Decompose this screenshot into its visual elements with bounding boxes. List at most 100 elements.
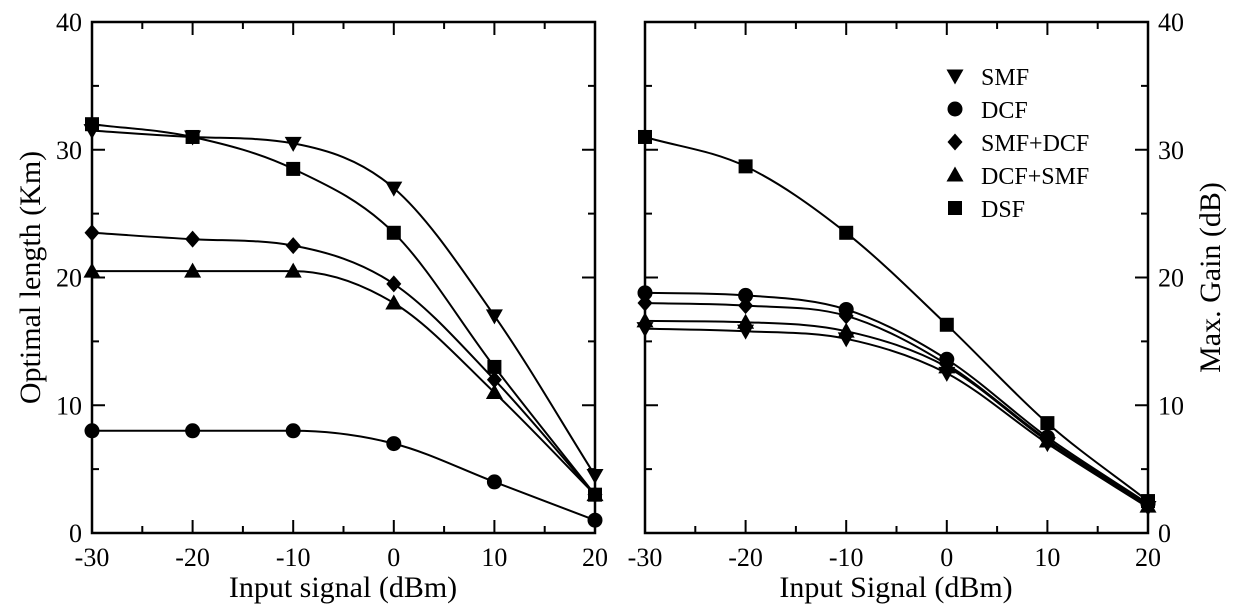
data-point-dsf xyxy=(939,317,954,332)
y-tick-label: 0 xyxy=(1158,519,1171,548)
data-point-smf-dcf xyxy=(285,237,301,255)
series-dsf xyxy=(85,117,602,502)
data-point-dsf xyxy=(588,487,602,502)
legend-marker-dsf xyxy=(948,201,962,215)
y-tick-label: 40 xyxy=(1158,8,1184,37)
data-point-smf xyxy=(284,136,302,152)
y-tick-label: 20 xyxy=(56,264,82,293)
legend-marker-dcf xyxy=(947,101,963,117)
y-tick-label: 30 xyxy=(56,136,82,165)
data-point-smf-dcf xyxy=(738,297,754,315)
data-point-dcf xyxy=(386,436,402,452)
x-tick-label: -30 xyxy=(75,543,110,572)
legend-label-smf: SMF xyxy=(981,65,1029,91)
y-tick-label: 10 xyxy=(1158,391,1184,420)
x-tick-label: 10 xyxy=(1034,543,1060,572)
data-point-smf-dcf xyxy=(486,371,502,389)
data-point-smf xyxy=(485,309,503,325)
legend-marker-smf xyxy=(946,69,964,85)
data-point-smf xyxy=(586,469,604,485)
data-point-dcf-smf xyxy=(938,358,956,374)
data-point-dcf-smf xyxy=(485,383,503,399)
series-smf-dcf xyxy=(637,294,1156,514)
data-point-dcf xyxy=(185,423,201,439)
x-tick-label: -10 xyxy=(276,543,311,572)
data-point-dsf xyxy=(487,359,502,374)
x-tick-label: 20 xyxy=(582,543,608,572)
data-point-smf-dcf xyxy=(838,307,854,325)
series-dsf xyxy=(638,129,1155,509)
series-line-dcf-smf xyxy=(91,270,596,496)
data-point-dcf-smf xyxy=(837,322,855,338)
legend-label-dcf: DCF xyxy=(981,98,1028,124)
series-dcf xyxy=(84,423,603,528)
y-tick-label: 20 xyxy=(1158,264,1184,293)
data-point-dcf-smf xyxy=(1038,432,1056,448)
series-line-smf xyxy=(644,327,1149,509)
data-point-dcf xyxy=(486,474,502,490)
data-point-dsf xyxy=(286,161,301,176)
data-point-smf-dcf xyxy=(84,224,100,242)
x-tick-label: -10 xyxy=(829,543,864,572)
data-point-dcf xyxy=(587,512,603,528)
data-point-dsf xyxy=(638,129,652,144)
data-point-dcf-smf xyxy=(636,312,654,328)
data-point-dsf xyxy=(185,129,200,144)
x-tick-label: 20 xyxy=(1135,543,1161,572)
data-point-smf-dcf xyxy=(386,275,402,293)
y-axis-label: Max. Gain (dB) xyxy=(1194,182,1227,373)
data-point-smf-dcf xyxy=(637,294,653,312)
legend-label-dsf: DSF xyxy=(981,197,1025,223)
x-axis-label: Input signal (dBm) xyxy=(229,571,457,604)
data-point-dcf xyxy=(285,423,301,439)
legend-label-dcf-smf: DCF+SMF xyxy=(981,164,1089,190)
data-point-dsf xyxy=(839,225,854,240)
x-axis-label: Input Signal (dBm) xyxy=(779,571,1012,604)
y-axis-label: Optimal length (Km) xyxy=(14,151,47,404)
legend-marker-smf-dcf xyxy=(947,133,963,151)
y-tick-label: 40 xyxy=(56,8,82,37)
y-tick-label: 0 xyxy=(69,519,82,548)
plot-frame xyxy=(90,20,597,535)
x-tick-label: 10 xyxy=(481,543,507,572)
series-smf xyxy=(636,322,1157,516)
series-line-smf xyxy=(91,129,596,477)
series-line-smf-dcf xyxy=(644,302,1149,506)
y-tick-label: 10 xyxy=(56,391,82,420)
series-line-dsf xyxy=(644,136,1149,502)
data-point-dsf xyxy=(386,225,401,240)
data-point-dcf-smf xyxy=(284,262,302,278)
data-point-dsf xyxy=(1040,416,1055,431)
legend: SMF DCF SMF+DCF DCF+SMF DSF xyxy=(946,65,1089,223)
data-point-dcf-smf xyxy=(385,294,403,310)
series-dcf xyxy=(637,285,1156,512)
legend-marker-dcf-smf xyxy=(946,166,964,182)
legend-label-smf-dcf: SMF+DCF xyxy=(981,131,1089,157)
series-line-dsf xyxy=(91,123,596,496)
x-tick-label: -30 xyxy=(628,543,663,572)
x-tick-label: -20 xyxy=(175,543,210,572)
data-point-dsf xyxy=(85,117,99,132)
x-tick-label: 0 xyxy=(387,543,400,572)
data-point-dsf xyxy=(1141,494,1155,509)
data-point-smf xyxy=(385,181,403,197)
data-point-dcf-smf xyxy=(737,313,755,329)
series-dcf-smf xyxy=(636,312,1157,513)
data-point-smf-dcf xyxy=(185,230,201,248)
data-point-dcf-smf xyxy=(184,262,202,278)
series-line-dcf xyxy=(644,291,1149,505)
y-tick-label: 30 xyxy=(1158,136,1184,165)
x-tick-label: 0 xyxy=(940,543,953,572)
data-point-dcf-smf xyxy=(83,262,101,278)
data-point-dcf xyxy=(738,287,754,303)
data-point-dsf xyxy=(738,159,753,174)
data-point-dcf xyxy=(637,285,653,301)
series-line-dcf xyxy=(91,429,596,522)
data-point-dcf xyxy=(84,423,100,439)
x-tick-label: -20 xyxy=(728,543,763,572)
series-line-dcf-smf xyxy=(644,319,1149,508)
panel-optimal-length: -30 -20 -10 0 10 20 0 10 20 30 40 Input signal (dBm… xyxy=(14,8,608,604)
series-dcf-smf xyxy=(83,262,604,502)
